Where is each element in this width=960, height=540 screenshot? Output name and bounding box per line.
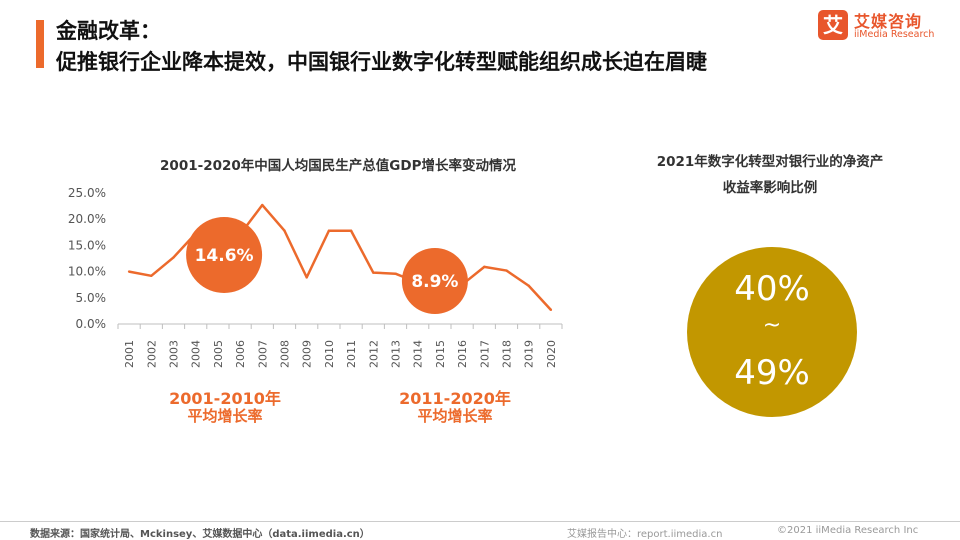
data-point (127, 270, 131, 273)
x-tick-label: 2015 (434, 340, 447, 368)
data-point (305, 276, 308, 279)
avg-period-2001-2010: 2001-2010年 (169, 389, 281, 408)
avg-growth-value: 14.6% (195, 246, 254, 266)
data-point (505, 269, 508, 272)
roe-impact-range-sep: ~ (762, 313, 782, 338)
roe-impact-title-line2: 收益率影响比例 (722, 179, 818, 196)
x-tick-label: 2014 (412, 340, 425, 368)
footer-source: 数据来源：国家统计局、Mckinsey、艾媒数据中心（data.iimedia.… (30, 529, 370, 540)
roe-impact-max: 49% (734, 353, 810, 393)
data-point (261, 203, 264, 207)
avg-period-2011-2020: 2011-2020年 (399, 389, 511, 408)
data-point (349, 229, 353, 232)
x-tick-label: 2011 (345, 340, 358, 368)
x-tick-label: 2012 (367, 340, 380, 368)
x-tick-label: 2001 (123, 340, 136, 368)
logo-name: 艾媒咨询 (854, 12, 923, 31)
x-tick-label: 2018 (501, 340, 514, 368)
x-tick-label: 2003 (168, 340, 181, 368)
footer-report-center: 艾媒报告中心：report.iimedia.cn (567, 529, 723, 540)
footer-copyright: ©2021 iiMedia Research Inc (777, 525, 919, 536)
data-point (327, 229, 331, 232)
data-point (483, 265, 486, 269)
x-tick-label: 2005 (212, 340, 225, 368)
avg-desc-2011-2020: 平均增长率 (417, 407, 493, 426)
x-tick-label: 2007 (256, 340, 269, 368)
x-tick-label: 2013 (390, 340, 403, 368)
x-tick-label: 2006 (234, 340, 247, 368)
avg-desc-2001-2010: 平均增长率 (187, 407, 263, 426)
roe-impact-title: 2021年数字化转型对银行业的净资产 收益率影响比例 (620, 150, 920, 201)
y-tick-label: 0.0% (76, 317, 107, 331)
y-tick-label: 20.0% (68, 212, 106, 226)
x-tick-label: 2020 (545, 340, 558, 368)
y-tick-label: 25.0% (68, 186, 106, 200)
data-point (394, 272, 397, 275)
avg-growth-bubble (186, 217, 263, 293)
data-point (283, 229, 286, 232)
x-tick-label: 2009 (301, 340, 314, 368)
avg-label-2011-2020: 2011-2020年 平均增长率 (390, 389, 520, 426)
y-tick-label: 15.0% (68, 238, 106, 252)
roe-impact-min: 40% (734, 269, 810, 309)
x-tick-label: 2019 (523, 340, 536, 368)
page-title-line2: 促推银行企业降本提效，中国银行业数字化转型赋能组织成长迫在眉睫 (56, 50, 707, 74)
avg-growth-value: 8.9% (411, 272, 458, 292)
x-tick-label: 2010 (323, 340, 336, 368)
chart-title: 2001-2020年中国人均国民生产总值GDP增长率变动情况 (160, 158, 516, 174)
page-title-line1: 金融改革： (56, 19, 161, 43)
x-tick-label: 2002 (145, 340, 158, 368)
footer-divider (0, 521, 960, 522)
logo-badge-icon: 艾 (818, 10, 848, 40)
data-point (372, 271, 375, 274)
gdp-growth-line-chart: 0.0% 5.0% 10.0% 15.0% 20.0% 25.0% 2001 2002 2003… (68, 186, 563, 368)
avg-growth-bubble (401, 248, 468, 314)
x-tick-label: 2017 (478, 340, 491, 368)
x-tick-label: 2016 (456, 340, 469, 368)
x-tick-label: 2004 (190, 340, 203, 368)
x-tick-label: 2008 (279, 340, 292, 368)
roe-impact-title-line1: 2021年数字化转型对银行业的净资产 (656, 154, 884, 170)
data-point (527, 284, 530, 287)
y-tick-label: 10.0% (68, 265, 106, 279)
roe-impact-circle: 40% ~ 49% (687, 247, 857, 417)
logo-subtitle: iiMedia Research (854, 29, 935, 40)
avg-label-2001-2010: 2001-2010年 平均增长率 (160, 389, 290, 426)
y-tick-label: 5.0% (76, 291, 107, 305)
header-accent-bar (36, 20, 44, 68)
data-point (172, 256, 175, 259)
data-point (150, 274, 153, 277)
data-point (549, 308, 553, 312)
iimedia-logo: 艾 艾媒咨询 iiMedia Research (818, 8, 950, 44)
